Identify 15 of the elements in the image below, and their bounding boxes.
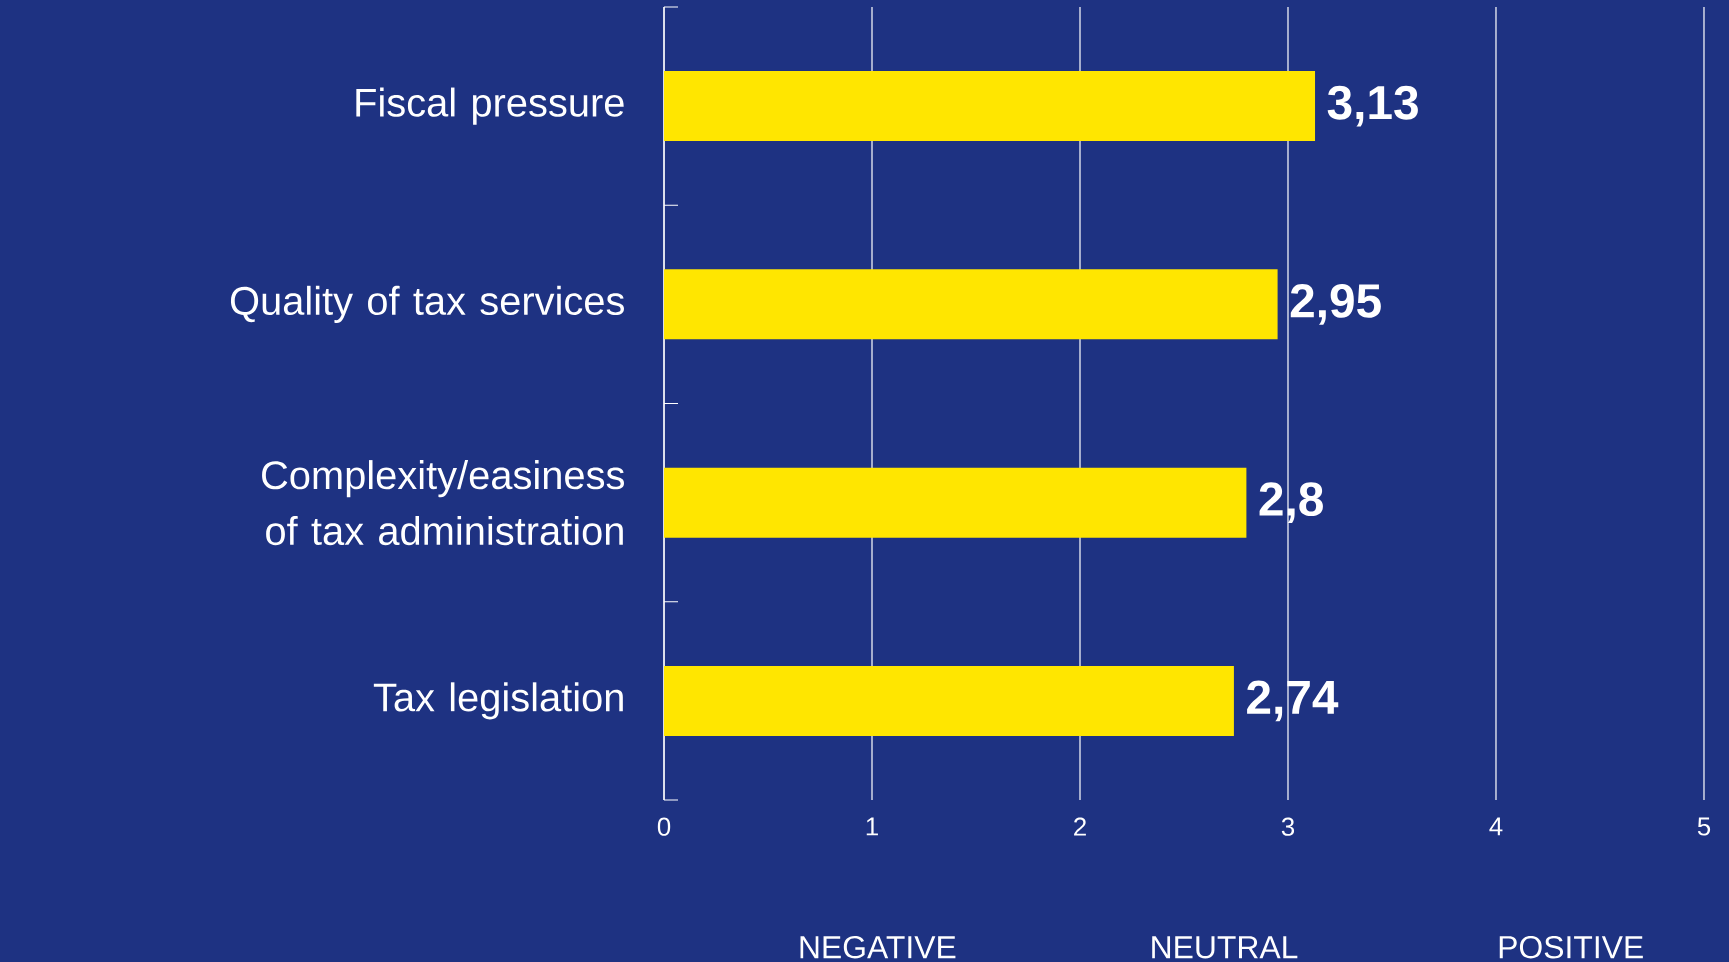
x-tick-label: 3 bbox=[1281, 817, 1295, 836]
x-tick-label: 2 bbox=[1074, 817, 1086, 836]
y-tick-label: Complexity/easiness of tax administration bbox=[262, 460, 624, 546]
text: NEGATIVE bbox=[800, 935, 956, 959]
data-label: 3,13 bbox=[1327, 85, 1418, 127]
x-tick-label: 0 bbox=[657, 817, 671, 836]
text: POSITIVE bbox=[1499, 935, 1643, 959]
y-tick-label: Quality of tax services bbox=[230, 285, 624, 323]
x-tick-label: 5 bbox=[1697, 817, 1711, 836]
text: NEUTRAL bbox=[1152, 936, 1298, 959]
y-tick-label: Fiscal pressure bbox=[356, 87, 624, 125]
x-tick-label: 4 bbox=[1489, 817, 1503, 836]
data-label: 2,95 bbox=[1290, 283, 1381, 325]
y-tick-label: Tax legislation bbox=[373, 682, 623, 720]
x-tick-label: 1 bbox=[866, 817, 878, 836]
